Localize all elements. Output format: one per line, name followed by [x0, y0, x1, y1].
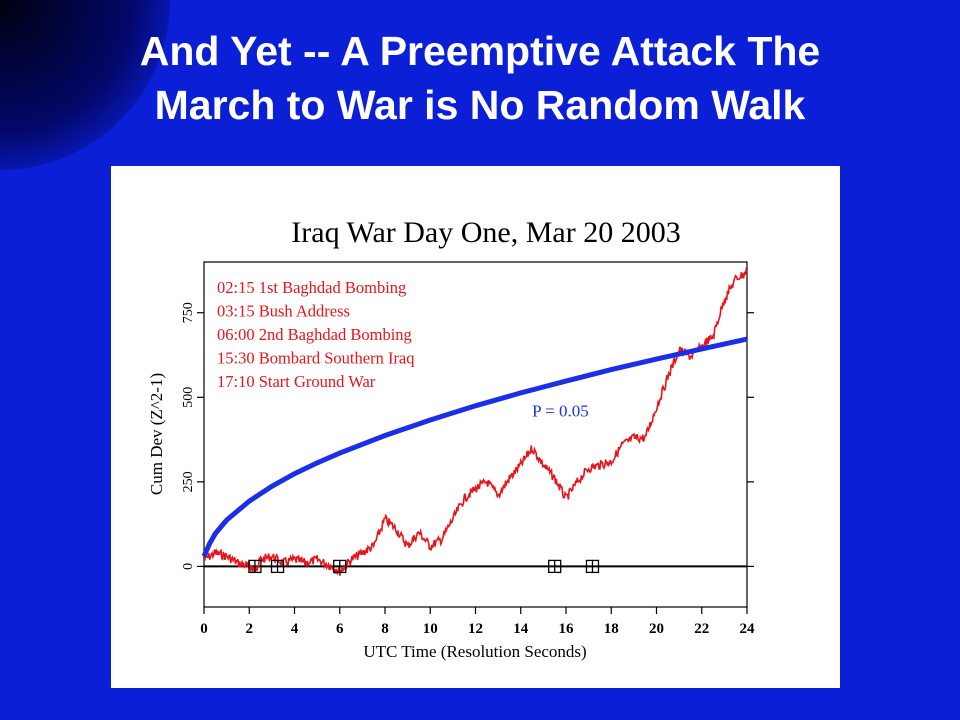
y-axis-label: Cum Dev (Z^2-1) [147, 373, 166, 495]
curves: P = 0.05 [201, 266, 748, 576]
x-tick-label: 20 [649, 621, 664, 637]
event-legend-item: 06:00 2nd Baghdad Bombing [217, 325, 412, 344]
chart-panel: Iraq War Day One, Mar 20 2003 0 250 500 750… [111, 166, 840, 688]
slide-title: And Yet -- A Preemptive Attack The March… [139, 28, 821, 128]
y-tick-label: 750 [181, 302, 196, 323]
event-marker [248, 559, 262, 574]
event-marker [585, 559, 600, 574]
x-tick-label: 14 [513, 621, 529, 637]
x-tick-label: 8 [381, 621, 389, 637]
event-legend-item: 15:30 Bombard Southern Iraq [217, 349, 415, 368]
x-tick-label: 16 [559, 621, 575, 637]
y-tick-label: 500 [181, 387, 196, 408]
x-tick-label: 24 [740, 621, 756, 637]
x-tick-label: 18 [604, 621, 619, 637]
observed-deviation-line [203, 266, 748, 576]
chart-title: Iraq War Day One, Mar 20 2003 [291, 216, 680, 249]
x-tick-label: 22 [694, 621, 709, 637]
event-legend-item: 02:15 1st Baghdad Bombing [217, 278, 406, 297]
event-legend-item: 17:10 Start Ground War [217, 372, 376, 391]
x-tick-label: 12 [468, 621, 483, 637]
x-tick-label: 10 [423, 621, 438, 637]
event-marker [548, 559, 562, 574]
event-markers [248, 559, 600, 574]
y-axis: 0 250 500 750 [181, 302, 754, 570]
event-marker [333, 559, 347, 574]
x-axis: 0 2 4 6 8 10 12 14 16 18 20 22 24 [200, 607, 755, 637]
x-tick-label: 4 [291, 621, 299, 637]
cumulative-deviation-chart: Iraq War Day One, Mar 20 2003 0 250 500 750… [147, 216, 755, 661]
event-marker [270, 559, 285, 574]
x-tick-label: 0 [200, 621, 208, 637]
significance-curve [201, 336, 748, 558]
x-axis-label: UTC Time (Resolution Seconds) [363, 642, 586, 661]
event-legend-item: 03:15 Bush Address [217, 302, 350, 321]
y-tick-label: 0 [181, 563, 196, 570]
x-tick-label: 2 [246, 621, 254, 637]
x-tick-label: 6 [336, 621, 344, 637]
y-tick-label: 250 [181, 471, 196, 492]
event-legend: 02:15 1st Baghdad Bombing 03:15 Bush Addr… [217, 278, 415, 391]
significance-curve-label: P = 0.05 [532, 402, 589, 421]
